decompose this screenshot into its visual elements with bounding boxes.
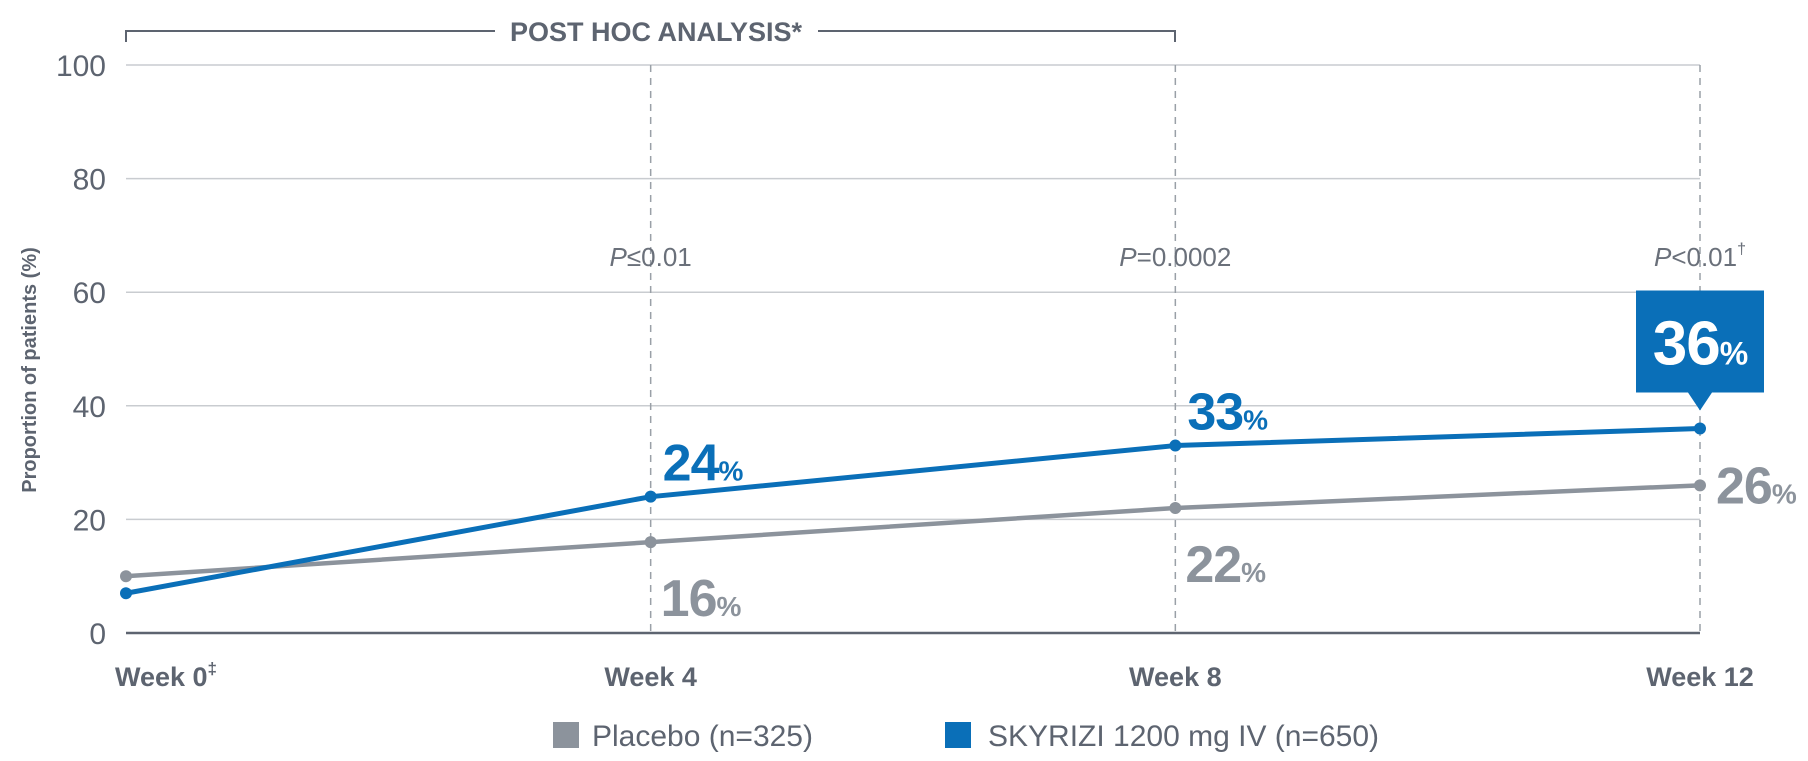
y-axis-label: Proportion of patients (%)	[19, 247, 41, 493]
data-label-placebo: 16%	[661, 570, 742, 628]
p-value-prefix: P	[610, 242, 628, 272]
post-hoc-bracket: POST HOC ANALYSIS*	[125, 17, 1176, 47]
data-label-placebo: 26%	[1716, 457, 1797, 515]
p-value-text: <0.01	[1671, 242, 1737, 272]
percent-sign: %	[1243, 405, 1268, 436]
percent-sign: %	[1772, 478, 1797, 509]
legend-label-placebo: Placebo (n=325)	[592, 720, 813, 753]
y-grid	[126, 64, 1700, 635]
highlight-callout-box	[1636, 290, 1764, 411]
x-tick-text: Week 4	[604, 662, 697, 692]
data-point-placebo	[1694, 479, 1706, 492]
data-point-skyrizi	[1694, 422, 1706, 435]
y-tick-label: 60	[73, 277, 106, 310]
data-label-placebo: 22%	[1185, 536, 1266, 594]
x-tick-label: Week 4	[604, 662, 697, 692]
data-point-placebo	[644, 536, 657, 549]
data-label-value: 16	[661, 570, 717, 628]
x-tick-label: Week 12	[1646, 662, 1754, 692]
data-label-value: 36	[1653, 310, 1720, 379]
p-value-label: P<0.01†	[1654, 241, 1746, 272]
series-lines	[120, 422, 1706, 600]
legend-swatch-placebo	[553, 722, 579, 748]
x-tick-text: Week 8	[1129, 662, 1222, 692]
post-hoc-label: POST HOC ANALYSIS*	[510, 17, 803, 47]
data-point-skyrizi	[644, 490, 657, 503]
x-tick-text: Week 0	[115, 662, 208, 692]
p-value-mark: †	[1737, 241, 1746, 258]
p-value-prefix: P	[1654, 242, 1672, 272]
y-tick-label: 100	[56, 50, 106, 83]
y-tick-label: 0	[89, 618, 106, 651]
data-point-skyrizi	[1169, 439, 1182, 452]
x-tick-labels: Week 0‡ Week 4 Week 8 Week 12	[115, 659, 1754, 692]
y-tick-label: 80	[73, 164, 106, 197]
series-line-skyrizi	[123, 426, 1703, 596]
percent-sign: %	[719, 456, 744, 487]
legend-label-skyrizi: SKYRIZI 1200 mg IV (n=650)	[988, 720, 1379, 753]
x-tick-label: Week 8	[1129, 662, 1222, 692]
data-label-value: 33	[1187, 384, 1243, 442]
data-point-placebo	[120, 570, 132, 583]
series-line-placebo	[123, 483, 1703, 579]
p-value-text: =0.0002	[1137, 242, 1232, 272]
data-point-skyrizi	[120, 587, 132, 600]
data-label-skyrizi-highlight: 36%	[1653, 310, 1748, 379]
p-value-text: ≤0.01	[627, 242, 692, 272]
y-tick-label: 40	[73, 391, 106, 424]
y-tick-label: 20	[73, 504, 106, 537]
y-tick-labels: 0 20 40 60 80 100	[56, 50, 106, 651]
x-tick-label: Week 0‡	[115, 659, 217, 692]
data-labels: 16%22%26%24%33%36%	[661, 290, 1798, 628]
data-label-skyrizi: 24%	[663, 435, 744, 493]
bracket-line-left	[125, 30, 495, 42]
p-value-label: P≤0.01	[610, 242, 692, 272]
legend-swatch-skyrizi	[945, 722, 971, 748]
data-label-value: 26	[1716, 457, 1772, 515]
percent-sign: %	[1241, 557, 1266, 588]
data-label-value: 22	[1185, 536, 1241, 594]
data-label-value: 24	[663, 435, 720, 493]
x-tick-text: Week 12	[1646, 662, 1754, 692]
percent-sign: %	[717, 591, 742, 622]
p-value-label: P=0.0002	[1119, 242, 1231, 272]
bracket-line-right	[818, 30, 1176, 42]
week-guides	[649, 65, 1701, 633]
p-values: P≤0.01 P=0.0002 P<0.01†	[610, 241, 1746, 272]
legend: Placebo (n=325) SKYRIZI 1200 mg IV (n=65…	[553, 720, 1379, 753]
percent-sign: %	[1720, 336, 1748, 372]
data-point-placebo	[1169, 502, 1182, 515]
x-tick-mark: ‡	[208, 659, 217, 678]
p-value-prefix: P	[1119, 242, 1137, 272]
data-label-skyrizi: 33%	[1187, 384, 1268, 442]
